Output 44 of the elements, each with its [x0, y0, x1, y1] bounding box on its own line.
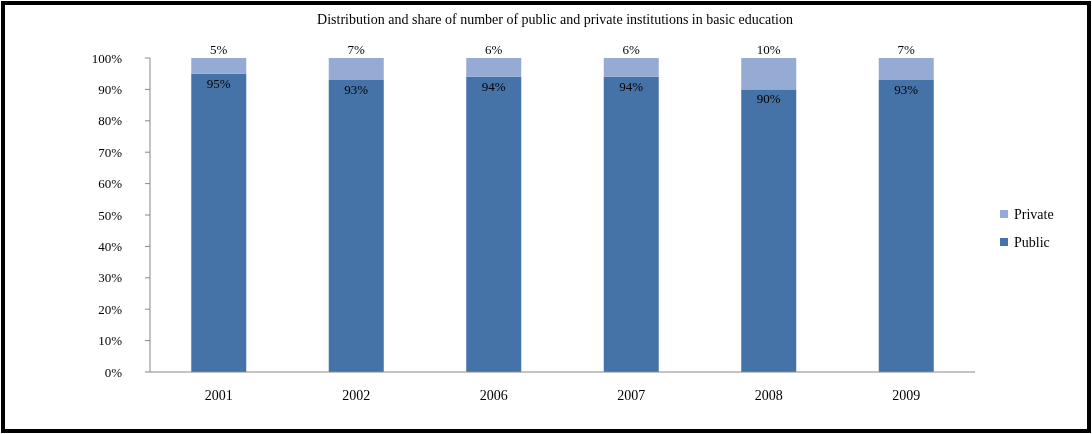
bar	[603, 58, 659, 77]
bar	[191, 58, 247, 74]
data-label: 10%	[756, 42, 781, 57]
y-tick-label: 60%	[98, 176, 123, 192]
legend-label: Private	[1014, 206, 1054, 222]
y-tick-label: 80%	[98, 113, 123, 129]
chart-title: Distribution and share of number of public and private institutions in basic education	[317, 12, 793, 27]
y-tick-label: 20%	[98, 301, 123, 317]
data-label: 94%	[481, 78, 506, 94]
data-label: 6%	[622, 42, 641, 57]
y-tick-label: 70%	[98, 144, 123, 160]
x-tick-label: 2007	[617, 388, 646, 403]
y-tick-label: 100%	[91, 50, 123, 66]
bar	[878, 79, 934, 372]
bar	[603, 76, 659, 372]
bar	[741, 58, 797, 90]
legend-label: Public	[1014, 234, 1050, 250]
data-label: 7%	[897, 42, 916, 57]
bar	[328, 79, 384, 372]
x-tick-label: 2002	[342, 388, 371, 403]
x-tick-label: 2006	[479, 388, 508, 403]
y-tick-label: 10%	[98, 333, 123, 349]
y-tick-label: 0%	[104, 364, 123, 380]
data-label: 90%	[756, 91, 781, 107]
x-tick-label: 2001	[204, 388, 233, 403]
x-tick-label: 2008	[754, 388, 783, 403]
data-label: 95%	[206, 75, 231, 91]
y-tick-label: 40%	[98, 238, 123, 254]
y-tick-label: 90%	[98, 81, 123, 97]
data-label: 5%	[210, 42, 228, 57]
data-label: 94%	[619, 78, 644, 94]
bar	[741, 89, 797, 372]
x-tick-label: 2009	[892, 388, 921, 403]
data-label: 93%	[344, 81, 369, 97]
y-tick-label: 50%	[98, 207, 123, 223]
data-label: 7%	[347, 42, 366, 57]
bar	[328, 58, 384, 80]
y-tick-label: 30%	[98, 270, 123, 286]
bar	[466, 58, 522, 77]
bar	[191, 73, 247, 372]
data-label: 6%	[485, 42, 503, 57]
data-label: 93%	[894, 81, 919, 97]
bar	[878, 58, 934, 80]
bar	[466, 76, 522, 372]
